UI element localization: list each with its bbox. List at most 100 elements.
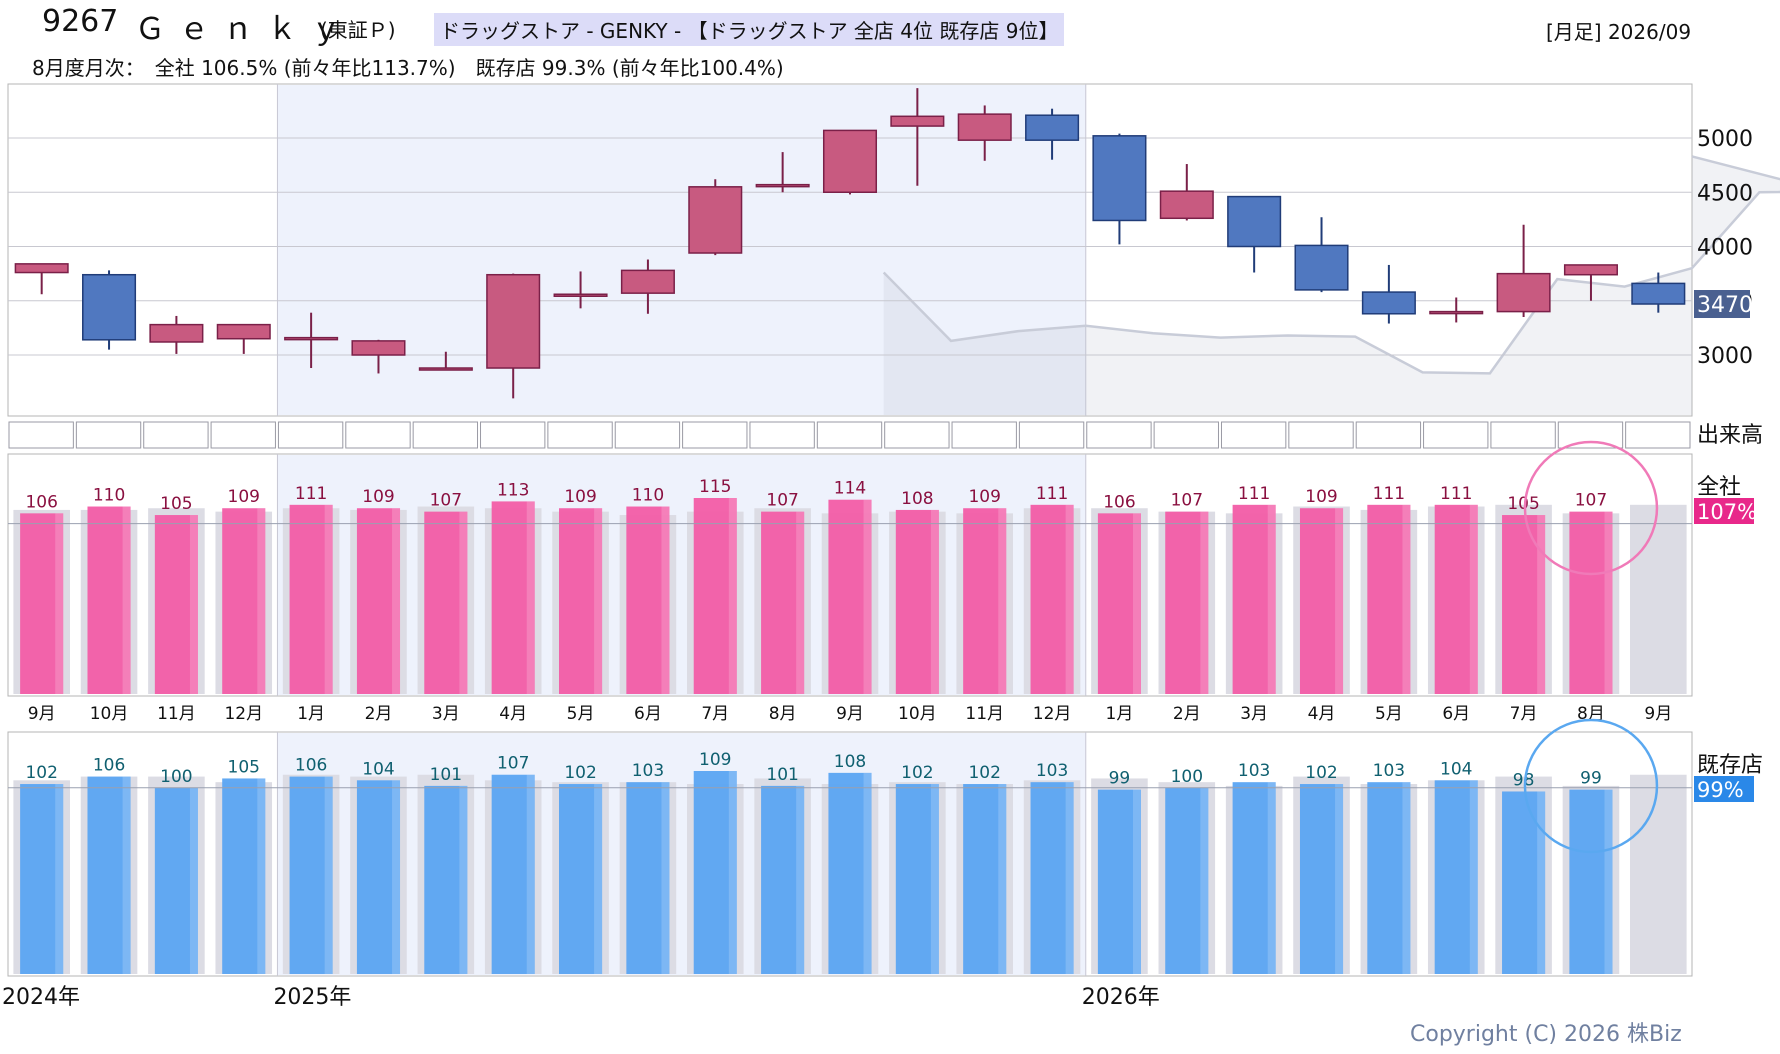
existing-bar [693,771,737,974]
company-bar [693,498,737,694]
existing-bar-shade [998,784,1007,974]
company-bar [1232,504,1276,694]
existing-bar [895,784,939,974]
existing-title: 既存店 [1697,753,1763,778]
candle-body [149,323,204,343]
existing-value-label: 102 [25,763,57,783]
candle-body [553,293,608,297]
volume-cell [1423,421,1489,449]
existing-bar [222,778,266,974]
year-label: 2025年 [273,985,351,1010]
existing-bar-shade [930,784,939,974]
company-highlight-circle [1523,440,1659,576]
company-bar-shade [1200,511,1209,694]
candle-body [418,367,473,371]
volume-cell [412,421,479,449]
company-bar [1569,511,1613,694]
existing-bar-shade [1604,789,1613,974]
month-label: 5月 [567,704,595,724]
month-label: 4月 [499,704,527,724]
volume-cell [1018,421,1085,449]
month-label: 2月 [365,704,393,724]
existing-value-label: 102 [564,763,596,783]
company-bar [424,511,468,694]
period-label: [月足] 2026/09 [1546,20,1692,44]
existing-bar-shade [1402,782,1411,974]
existing-bar-shade [661,782,670,974]
volume-cell [1086,421,1152,449]
candle-body [216,323,271,340]
candle-body [1294,244,1349,291]
month-label: 9月 [836,704,864,724]
volume-cell [1490,421,1556,449]
company-year-highlight [277,455,1086,695]
volume-cell [1288,421,1354,449]
year-highlight-2025 [277,85,1086,415]
existing-bar [154,787,198,974]
candle-body [1092,135,1147,222]
existing-prev-year-bar [1630,774,1687,974]
existing-bar [356,780,401,974]
existing-value-label: 107 [497,754,529,774]
company-bar-shade [1267,504,1276,694]
month-label: 7月 [701,704,729,724]
company-value-label: 105 [1507,494,1539,514]
month-label: 6月 [1442,704,1470,724]
volume-cell [277,421,344,449]
existing-bar [1232,782,1276,974]
candle-body [755,183,810,188]
volume-cell [547,421,613,449]
existing-bar-shade [324,776,333,974]
candle-body [351,340,406,356]
existing-value-label: 105 [228,757,260,777]
candle-body [620,269,675,294]
existing-bar [559,784,603,974]
existing-value-label: 100 [160,767,192,787]
candle-body [284,336,339,341]
company-bar-shade [863,499,872,694]
company-bar-shade [257,508,266,694]
existing-bar [1097,789,1141,974]
existing-bar [1434,780,1478,974]
existing-value-label: 108 [834,752,866,772]
existing-value-label: 101 [430,765,462,785]
existing-value-label: 99 [1109,769,1131,789]
existing-bar-shade [526,774,535,974]
existing-bar [828,772,872,974]
month-label: 8月 [1577,704,1605,724]
company-bar [559,508,603,694]
candle-body [82,273,137,341]
company-value-label: 109 [968,487,1000,507]
company-value-label: 111 [295,484,327,504]
company-bar-shade [661,506,670,694]
existing-value-label: 103 [1036,761,1068,781]
existing-bar-shade [594,784,603,974]
volume-cell [480,421,546,449]
month-label: 11月 [157,704,196,724]
candle-body [688,186,743,254]
company-bar-shade [594,508,603,694]
company-value-label: 109 [228,487,260,507]
existing-bar-shade [796,785,805,974]
existing-bar-shade [1267,782,1276,974]
month-label: 12月 [224,704,263,724]
existing-bar-shade [392,780,401,974]
company-value-label: 111 [1238,484,1270,504]
month-label: 1月 [1106,704,1134,724]
existing-value-label: 106 [295,756,327,776]
candle-body [1025,114,1080,141]
existing-bar-shade [459,785,468,974]
existing-badge-label: 99% [1697,778,1744,802]
company-bar [356,508,401,694]
candle-body [822,129,878,193]
company-value-label: 107 [1171,491,1203,511]
volume-cell [345,421,411,449]
month-label: 10月 [898,704,937,724]
company-bar-shade [459,511,468,694]
existing-bar-shade [728,771,737,974]
existing-bar-shade [1335,784,1344,974]
company-bar [222,508,266,694]
existing-value-label: 102 [968,763,1000,783]
company-bar [761,511,805,694]
existing-bar [1165,787,1209,974]
